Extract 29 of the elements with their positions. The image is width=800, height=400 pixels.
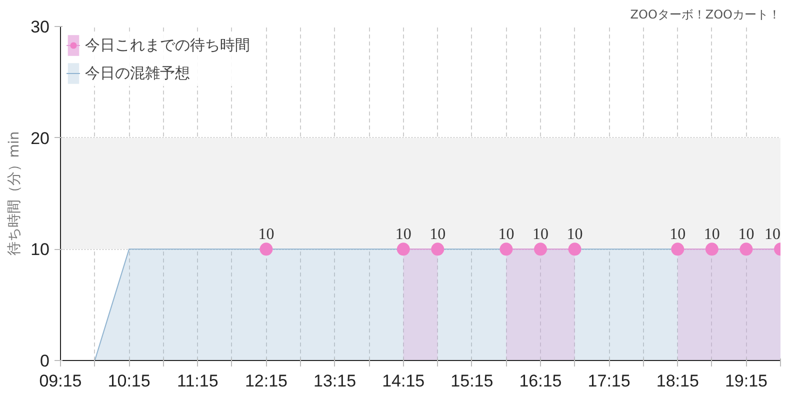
data-label: 10 <box>738 226 754 244</box>
x-tick-label: 19:15 <box>724 372 768 390</box>
data-label: 10 <box>764 226 780 244</box>
legend-label: 今日これまでの待ち時間 <box>85 36 250 54</box>
x-tick-label: 17:15 <box>588 372 630 390</box>
y-tick-label: 10 <box>30 240 50 260</box>
legend-label: 今日の混雑予想 <box>85 64 190 82</box>
x-tick-label: 15:15 <box>450 372 494 390</box>
text: ZOOターボ！ZOOカート！ <box>630 8 781 22</box>
x-tick-label: 10:15 <box>108 372 150 390</box>
y-axis-title: 待ち時間（分）min <box>6 131 23 256</box>
x-tick-label: 18:15 <box>656 372 699 390</box>
data-label: 10 <box>430 226 446 244</box>
data-label: 10 <box>566 226 583 244</box>
data-label: 10 <box>704 226 720 244</box>
y-tick-label: 30 <box>30 18 50 36</box>
x-tick-label: 12:15 <box>244 372 288 390</box>
data-label: 10 <box>670 226 686 244</box>
data-label: 10 <box>258 226 274 244</box>
data-label: 10 <box>498 226 514 244</box>
y-tick-label: 20 <box>30 128 50 148</box>
x-tick-label: 11:15 <box>177 372 218 390</box>
x-tick-label: 09:15 <box>39 372 82 390</box>
x-tick-label: 14:15 <box>382 372 425 390</box>
data-label: 10 <box>532 226 548 244</box>
y-tick-label: 0 <box>40 352 50 370</box>
x-tick-label: 16:15 <box>519 372 562 390</box>
x-tick-label: 13:15 <box>314 372 356 390</box>
data-label: 10 <box>395 226 412 244</box>
